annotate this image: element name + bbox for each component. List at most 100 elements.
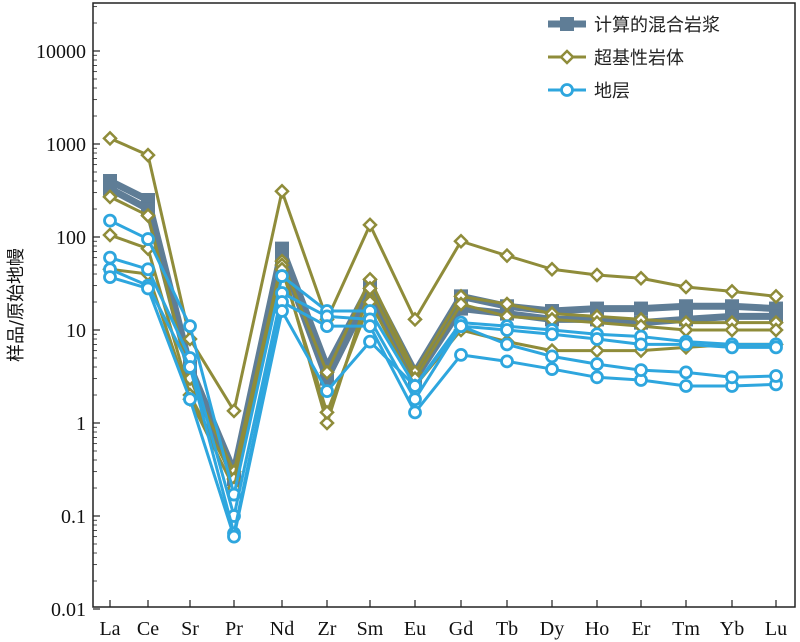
data-point: [102, 130, 118, 147]
data-point: [140, 147, 156, 163]
data-point: [590, 332, 604, 346]
data-point: [407, 311, 423, 328]
data-point: [275, 304, 289, 318]
legend-marker-diamond: [559, 49, 575, 65]
data-point: [319, 364, 335, 381]
data-point: [140, 207, 156, 224]
x-tick-label-Pr: Pr: [225, 618, 243, 640]
series-line: [109, 195, 776, 474]
data-point: [320, 319, 334, 334]
y-tick-label: 1: [76, 413, 86, 435]
data-point: [499, 247, 515, 264]
data-point: [102, 227, 118, 243]
x-tick-label-Nd: Nd: [270, 618, 294, 640]
data-point: [183, 319, 197, 334]
data-point: [103, 181, 117, 196]
series-group-circle: [103, 213, 783, 544]
data-point: [319, 404, 335, 421]
data-point: [634, 337, 648, 352]
data-point: [320, 384, 334, 399]
data-point: [589, 342, 605, 359]
data-point: [319, 415, 335, 431]
series-line: [109, 275, 777, 539]
data-point: [454, 319, 468, 334]
y-tick-label: 0.1: [61, 506, 86, 528]
legend-marker-square: [560, 17, 574, 31]
data-point: [500, 337, 514, 352]
data-point: [768, 322, 784, 338]
x-tick-label-Zr: Zr: [318, 618, 337, 640]
data-point: [141, 232, 155, 246]
legend-label: 地层: [594, 81, 630, 102]
x-tick-label-Yb: Yb: [720, 618, 744, 640]
data-point: [226, 403, 242, 419]
data-point: [545, 362, 559, 376]
data-point: [500, 354, 514, 369]
data-point: [103, 270, 117, 285]
y-tick-label: 10000: [36, 41, 86, 63]
y-tick-label: 1000: [46, 134, 86, 156]
data-point: [183, 392, 197, 407]
data-point: [679, 337, 693, 352]
data-point: [634, 363, 648, 378]
y-tick-label: 100: [56, 227, 86, 249]
data-point: [724, 322, 740, 338]
y-tick-label: 10: [66, 320, 86, 342]
data-point: [679, 379, 693, 393]
data-point: [725, 370, 739, 385]
x-tick-label-Eu: Eu: [404, 618, 426, 640]
x-tick-label-Sr: Sr: [181, 618, 199, 640]
data-point: [141, 262, 155, 277]
data-point: [362, 217, 378, 233]
data-point: [408, 405, 422, 420]
series-line: [109, 219, 776, 497]
data-point: [725, 340, 739, 355]
x-tick-label-Gd: Gd: [449, 618, 473, 640]
data-point: [545, 349, 559, 364]
series-line: [109, 136, 777, 413]
series-line: [109, 256, 776, 518]
y-tick-label: 0.01: [51, 599, 86, 621]
series-line: [109, 267, 777, 535]
x-tick-label-La: La: [99, 618, 120, 640]
data-point: [102, 189, 118, 205]
x-tick-label-Ce: Ce: [137, 618, 159, 640]
data-point: [634, 301, 648, 316]
legend-label: 计算的混合岩浆: [594, 15, 720, 36]
x-tick-label-Tm: Tm: [672, 618, 700, 640]
data-point: [408, 379, 422, 393]
x-tick-label-Dy: Dy: [540, 618, 564, 640]
data-point: [103, 213, 117, 228]
legend-marker-circle: [560, 83, 574, 97]
x-tick-label-Lu: Lu: [765, 618, 787, 640]
data-point: [275, 269, 289, 283]
data-point: [454, 347, 468, 362]
data-point: [141, 281, 155, 296]
data-point: [679, 365, 693, 380]
x-tick-label-Ho: Ho: [585, 618, 609, 640]
x-tick-label-Sm: Sm: [357, 618, 384, 640]
x-tick-label-Er: Er: [632, 618, 651, 640]
data-point: [183, 360, 197, 374]
data-point: [363, 334, 377, 349]
data-point: [590, 301, 604, 316]
data-point: [590, 370, 604, 385]
data-point: [227, 529, 241, 544]
data-point: [363, 319, 377, 334]
data-point: [633, 270, 649, 287]
data-point: [453, 233, 469, 250]
y-axis-label: 样品/原始地幔: [6, 248, 27, 362]
data-point: [453, 296, 469, 312]
data-point: [589, 267, 605, 283]
data-point: [769, 340, 783, 355]
data-point: [590, 357, 604, 371]
data-point: [103, 250, 117, 265]
data-point: [724, 283, 740, 300]
data-point: [679, 299, 693, 314]
data-point: [274, 183, 290, 200]
x-tick-label-Tb: Tb: [496, 618, 518, 640]
data-point: [768, 288, 784, 305]
data-point: [500, 323, 514, 337]
